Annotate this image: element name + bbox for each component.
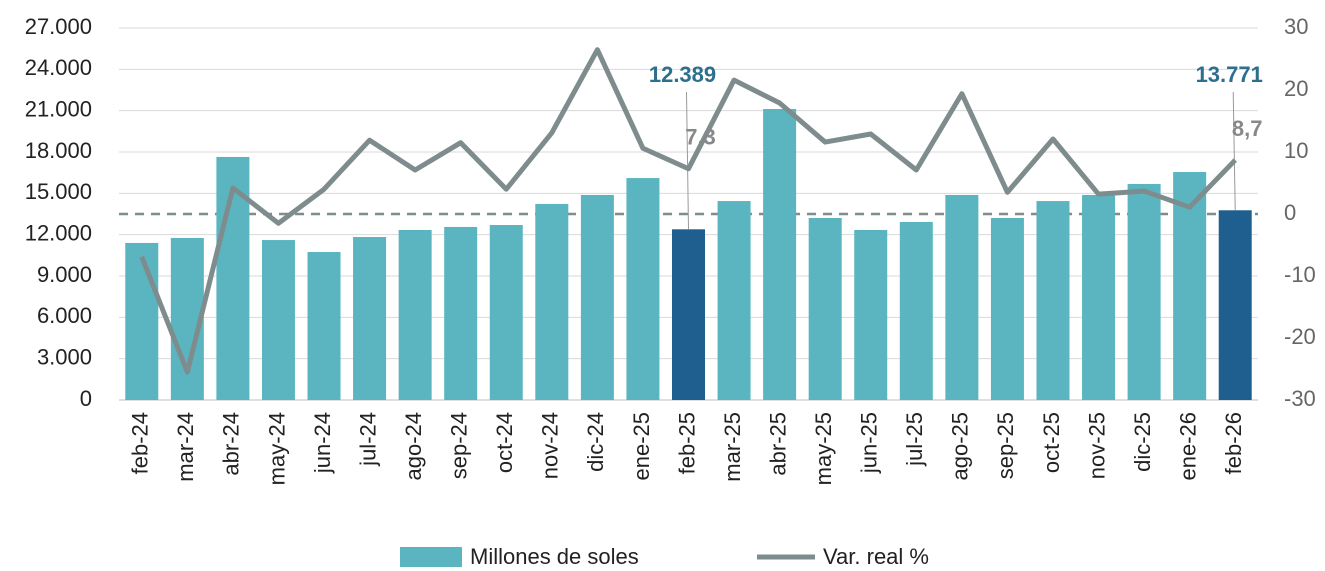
y-tick-label: 12.000 bbox=[25, 220, 92, 245]
x-tick-label: nov-24 bbox=[538, 412, 563, 479]
bar bbox=[854, 229, 888, 400]
y-tick-label: 18.000 bbox=[25, 138, 92, 163]
leader-line bbox=[686, 91, 689, 230]
bar bbox=[626, 178, 660, 400]
x-tick-label: jun-25 bbox=[857, 412, 882, 474]
x-tick-label: jul-24 bbox=[355, 412, 380, 467]
x-tick-label: may-25 bbox=[811, 412, 836, 485]
bar bbox=[307, 252, 341, 400]
data-label: 8,7 bbox=[1232, 116, 1263, 141]
line bbox=[139, 47, 1238, 375]
bar bbox=[990, 217, 1024, 400]
legend-label: Millones de soles bbox=[470, 544, 639, 569]
x-tick-label: feb-25 bbox=[674, 412, 699, 474]
bar bbox=[899, 221, 933, 400]
y2-tick-label: 10 bbox=[1284, 138, 1308, 163]
x-tick-label: oct-24 bbox=[492, 412, 517, 473]
bar bbox=[261, 240, 295, 400]
y2-tick-label: -10 bbox=[1284, 262, 1316, 287]
x-tick-label: jul-25 bbox=[902, 412, 927, 467]
bar bbox=[1082, 194, 1116, 400]
data-label: 7,3 bbox=[685, 125, 716, 150]
data-label: 13.771 bbox=[1196, 62, 1263, 87]
y-tick-label: 0 bbox=[80, 386, 92, 411]
bar bbox=[717, 201, 751, 400]
bar bbox=[398, 229, 432, 400]
bar bbox=[808, 217, 842, 400]
bar bbox=[580, 194, 614, 400]
y2-tick-label: 0 bbox=[1284, 200, 1296, 225]
x-tick-label: dic-24 bbox=[583, 412, 608, 472]
bar bbox=[945, 194, 979, 400]
y2-tick-label: 30 bbox=[1284, 14, 1308, 39]
bar bbox=[535, 203, 569, 400]
bar bbox=[1218, 210, 1252, 400]
y-tick-label: 27.000 bbox=[25, 14, 92, 39]
x-tick-label: mar-25 bbox=[720, 412, 745, 482]
x-tick-label: sep-25 bbox=[993, 412, 1018, 479]
y2-tick-label: 20 bbox=[1284, 76, 1308, 101]
x-tick-label: nov-25 bbox=[1084, 412, 1109, 479]
y2-tick-label: -20 bbox=[1284, 324, 1316, 349]
x-tick-label: feb-26 bbox=[1221, 412, 1246, 474]
leader-line bbox=[1232, 91, 1236, 211]
x-tick-label: ago-25 bbox=[948, 412, 973, 481]
bar bbox=[125, 242, 159, 400]
y2-tick-label: -30 bbox=[1284, 386, 1316, 411]
x-tick-label: abr-25 bbox=[765, 412, 790, 476]
legend-swatch bbox=[400, 547, 462, 567]
y-tick-label: 9.000 bbox=[37, 262, 92, 287]
bar bbox=[353, 237, 387, 400]
x-tick-label: ene-26 bbox=[1175, 412, 1200, 481]
y-tick-label: 24.000 bbox=[25, 55, 92, 80]
bar bbox=[1036, 201, 1070, 400]
x-tick-label: abr-24 bbox=[219, 412, 244, 476]
bar bbox=[763, 109, 797, 400]
x-tick-label: ago-24 bbox=[401, 412, 426, 481]
x-tick-label: mar-24 bbox=[173, 412, 198, 482]
bar bbox=[1127, 183, 1161, 400]
bar bbox=[1173, 171, 1207, 400]
x-tick-label: ene-25 bbox=[629, 412, 654, 481]
x-tick-label: jun-24 bbox=[310, 412, 335, 474]
x-tick-label: feb-24 bbox=[128, 412, 153, 474]
x-tick-label: sep-24 bbox=[447, 412, 472, 479]
x-tick-label: dic-25 bbox=[1130, 412, 1155, 472]
legend-label: Var. real % bbox=[823, 544, 929, 569]
x-tick-label: may-24 bbox=[264, 412, 289, 485]
y-tick-label: 3.000 bbox=[37, 344, 92, 369]
y-tick-label: 21.000 bbox=[25, 96, 92, 121]
bar bbox=[672, 229, 705, 400]
data-label: 12.389 bbox=[649, 62, 716, 87]
x-tick-label: oct-25 bbox=[1039, 412, 1064, 473]
y-tick-label: 15.000 bbox=[25, 179, 92, 204]
bar bbox=[489, 225, 523, 400]
bar bbox=[444, 226, 478, 400]
y-tick-label: 6.000 bbox=[37, 303, 92, 328]
